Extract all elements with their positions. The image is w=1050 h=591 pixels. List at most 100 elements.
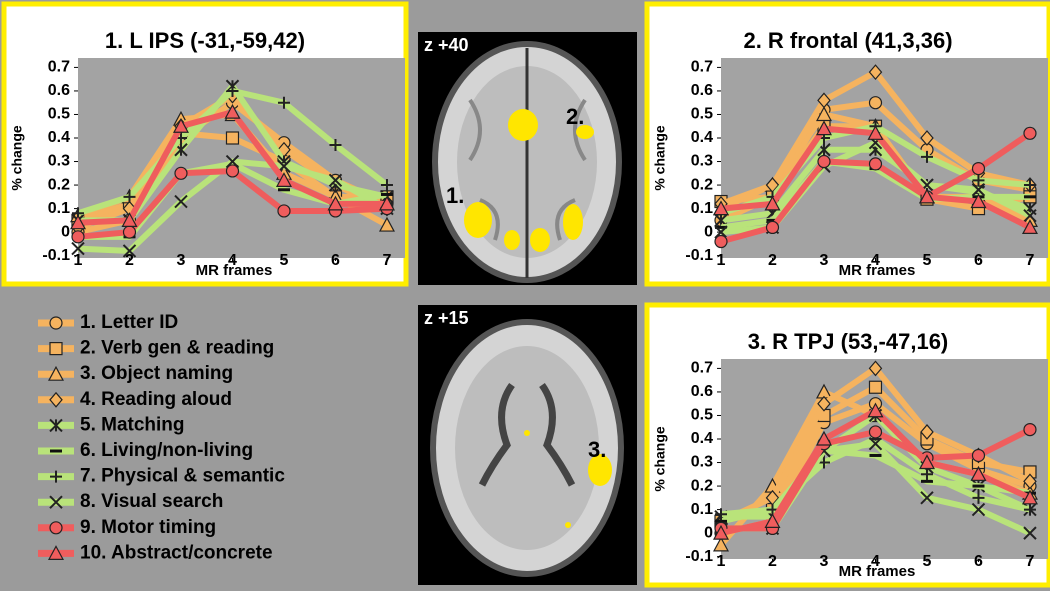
- marker: [49, 391, 63, 408]
- marker: [1023, 126, 1037, 140]
- x-tick-label: 3: [177, 252, 186, 269]
- y-tick-label: 0.4: [691, 129, 713, 146]
- y-tick-label: 0: [61, 223, 70, 240]
- y-tick-label: 0.2: [691, 477, 713, 494]
- x-tick-label: 6: [974, 553, 983, 570]
- legend: 1. Letter ID 2. Verb gen & reading 3. Obje…: [38, 312, 285, 563]
- marker: [47, 365, 65, 381]
- y-tick-label: 0.1: [691, 501, 713, 518]
- y-tick-label: 0.3: [691, 454, 713, 471]
- x-tick-label: 6: [331, 252, 340, 269]
- marker: [1023, 422, 1037, 437]
- x-tick-label: 6: [974, 252, 983, 269]
- y-axis-label: % change: [652, 125, 668, 191]
- y-tick-label: 0.6: [691, 383, 713, 400]
- marker: [47, 545, 65, 560]
- y-tick-label: -0.1: [42, 247, 70, 264]
- marker: [712, 536, 730, 552]
- marker: [122, 225, 137, 239]
- y-tick-label: 0.4: [48, 129, 70, 146]
- marker: [765, 220, 780, 235]
- marker: [275, 172, 292, 187]
- marker: [815, 430, 832, 446]
- legend-label: 1. Letter ID: [80, 312, 178, 333]
- slice-label: z +40: [424, 35, 469, 55]
- legend-label: 4. Reading aloud: [80, 389, 232, 410]
- marker: [970, 193, 987, 209]
- marker: [49, 418, 63, 433]
- marker: [970, 466, 987, 481]
- x-tick-label: 2: [768, 553, 777, 570]
- y-tick-label: 0: [704, 524, 713, 541]
- marker: [972, 491, 985, 504]
- y-axis-label: % change: [652, 426, 668, 492]
- marker: [920, 130, 934, 146]
- marker: [224, 103, 241, 119]
- chart-title: 1. L IPS (-31,-59,42): [105, 28, 305, 53]
- marker: [920, 424, 934, 440]
- marker: [378, 195, 395, 211]
- y-tick-label: 0.7: [691, 360, 713, 377]
- y-tick-label: 0.3: [48, 153, 70, 170]
- y-tick-label: 0.2: [691, 176, 713, 193]
- y-tick-label: 0.1: [691, 200, 713, 217]
- marker: [1023, 179, 1036, 192]
- x-tick-label: 5: [923, 252, 932, 269]
- chart-title: 3. R TPJ (53,-47,16): [748, 329, 949, 354]
- marker: [225, 131, 240, 145]
- marker: [1023, 503, 1036, 516]
- marker: [380, 179, 393, 192]
- x-axis-label: MR frames: [839, 563, 916, 580]
- marker: [868, 360, 883, 377]
- marker: [971, 502, 986, 517]
- marker: [712, 200, 730, 216]
- y-tick-label: 0.5: [691, 407, 713, 424]
- series: 7. Physical & semantic: [715, 433, 1036, 521]
- series: 7. Physical & semantic: [72, 84, 393, 220]
- legend-label: 5. Matching: [80, 414, 185, 435]
- x-tick-label: 1: [717, 252, 726, 269]
- y-axis-label: % change: [9, 125, 25, 191]
- marker: [868, 157, 883, 171]
- legend-label: 9. Motor timing: [80, 517, 216, 538]
- marker: [764, 195, 781, 211]
- marker: [868, 380, 883, 394]
- marker: [277, 96, 290, 109]
- marker: [1021, 489, 1038, 505]
- marker: [920, 491, 934, 505]
- marker: [174, 194, 188, 209]
- chart: 1. L IPS (-31,-59,42) -0.1 0 0.1 0.2 0.3 0.4 0.…: [1, 1, 409, 287]
- marker: [327, 195, 344, 211]
- region-label: 1.: [446, 183, 464, 208]
- x-tick-label: 5: [923, 553, 932, 570]
- y-tick-label: 0.6: [48, 82, 70, 99]
- x-tick-label: 7: [1026, 553, 1035, 570]
- y-tick-label: 0.7: [48, 59, 70, 76]
- marker: [714, 225, 728, 239]
- marker: [918, 454, 935, 470]
- region-label: 2.: [566, 104, 584, 129]
- marker: [226, 84, 239, 97]
- marker: [49, 342, 63, 356]
- legend-label: 10. Abstract/concrete: [80, 542, 273, 563]
- x-tick-label: 3: [820, 252, 829, 269]
- y-tick-label: 0.4: [691, 430, 713, 447]
- marker: [868, 64, 883, 81]
- marker: [868, 96, 883, 110]
- brain-slice: z +15 3.: [418, 305, 637, 585]
- marker: [378, 216, 395, 232]
- marker: [1023, 473, 1037, 490]
- x-tick-label: 7: [1026, 252, 1035, 269]
- x-tick-label: 4: [871, 553, 880, 570]
- marker: [1021, 219, 1038, 235]
- marker: [121, 212, 138, 227]
- x-axis-label: MR frames: [839, 262, 916, 279]
- marker: [49, 316, 63, 330]
- x-tick-label: 5: [280, 252, 289, 269]
- marker: [817, 92, 831, 109]
- legend-label: 2. Verb gen & reading: [80, 338, 274, 359]
- marker: [225, 154, 240, 169]
- marker: [817, 154, 831, 169]
- series: 10. Abstract/concrete: [69, 103, 395, 230]
- marker: [712, 524, 730, 540]
